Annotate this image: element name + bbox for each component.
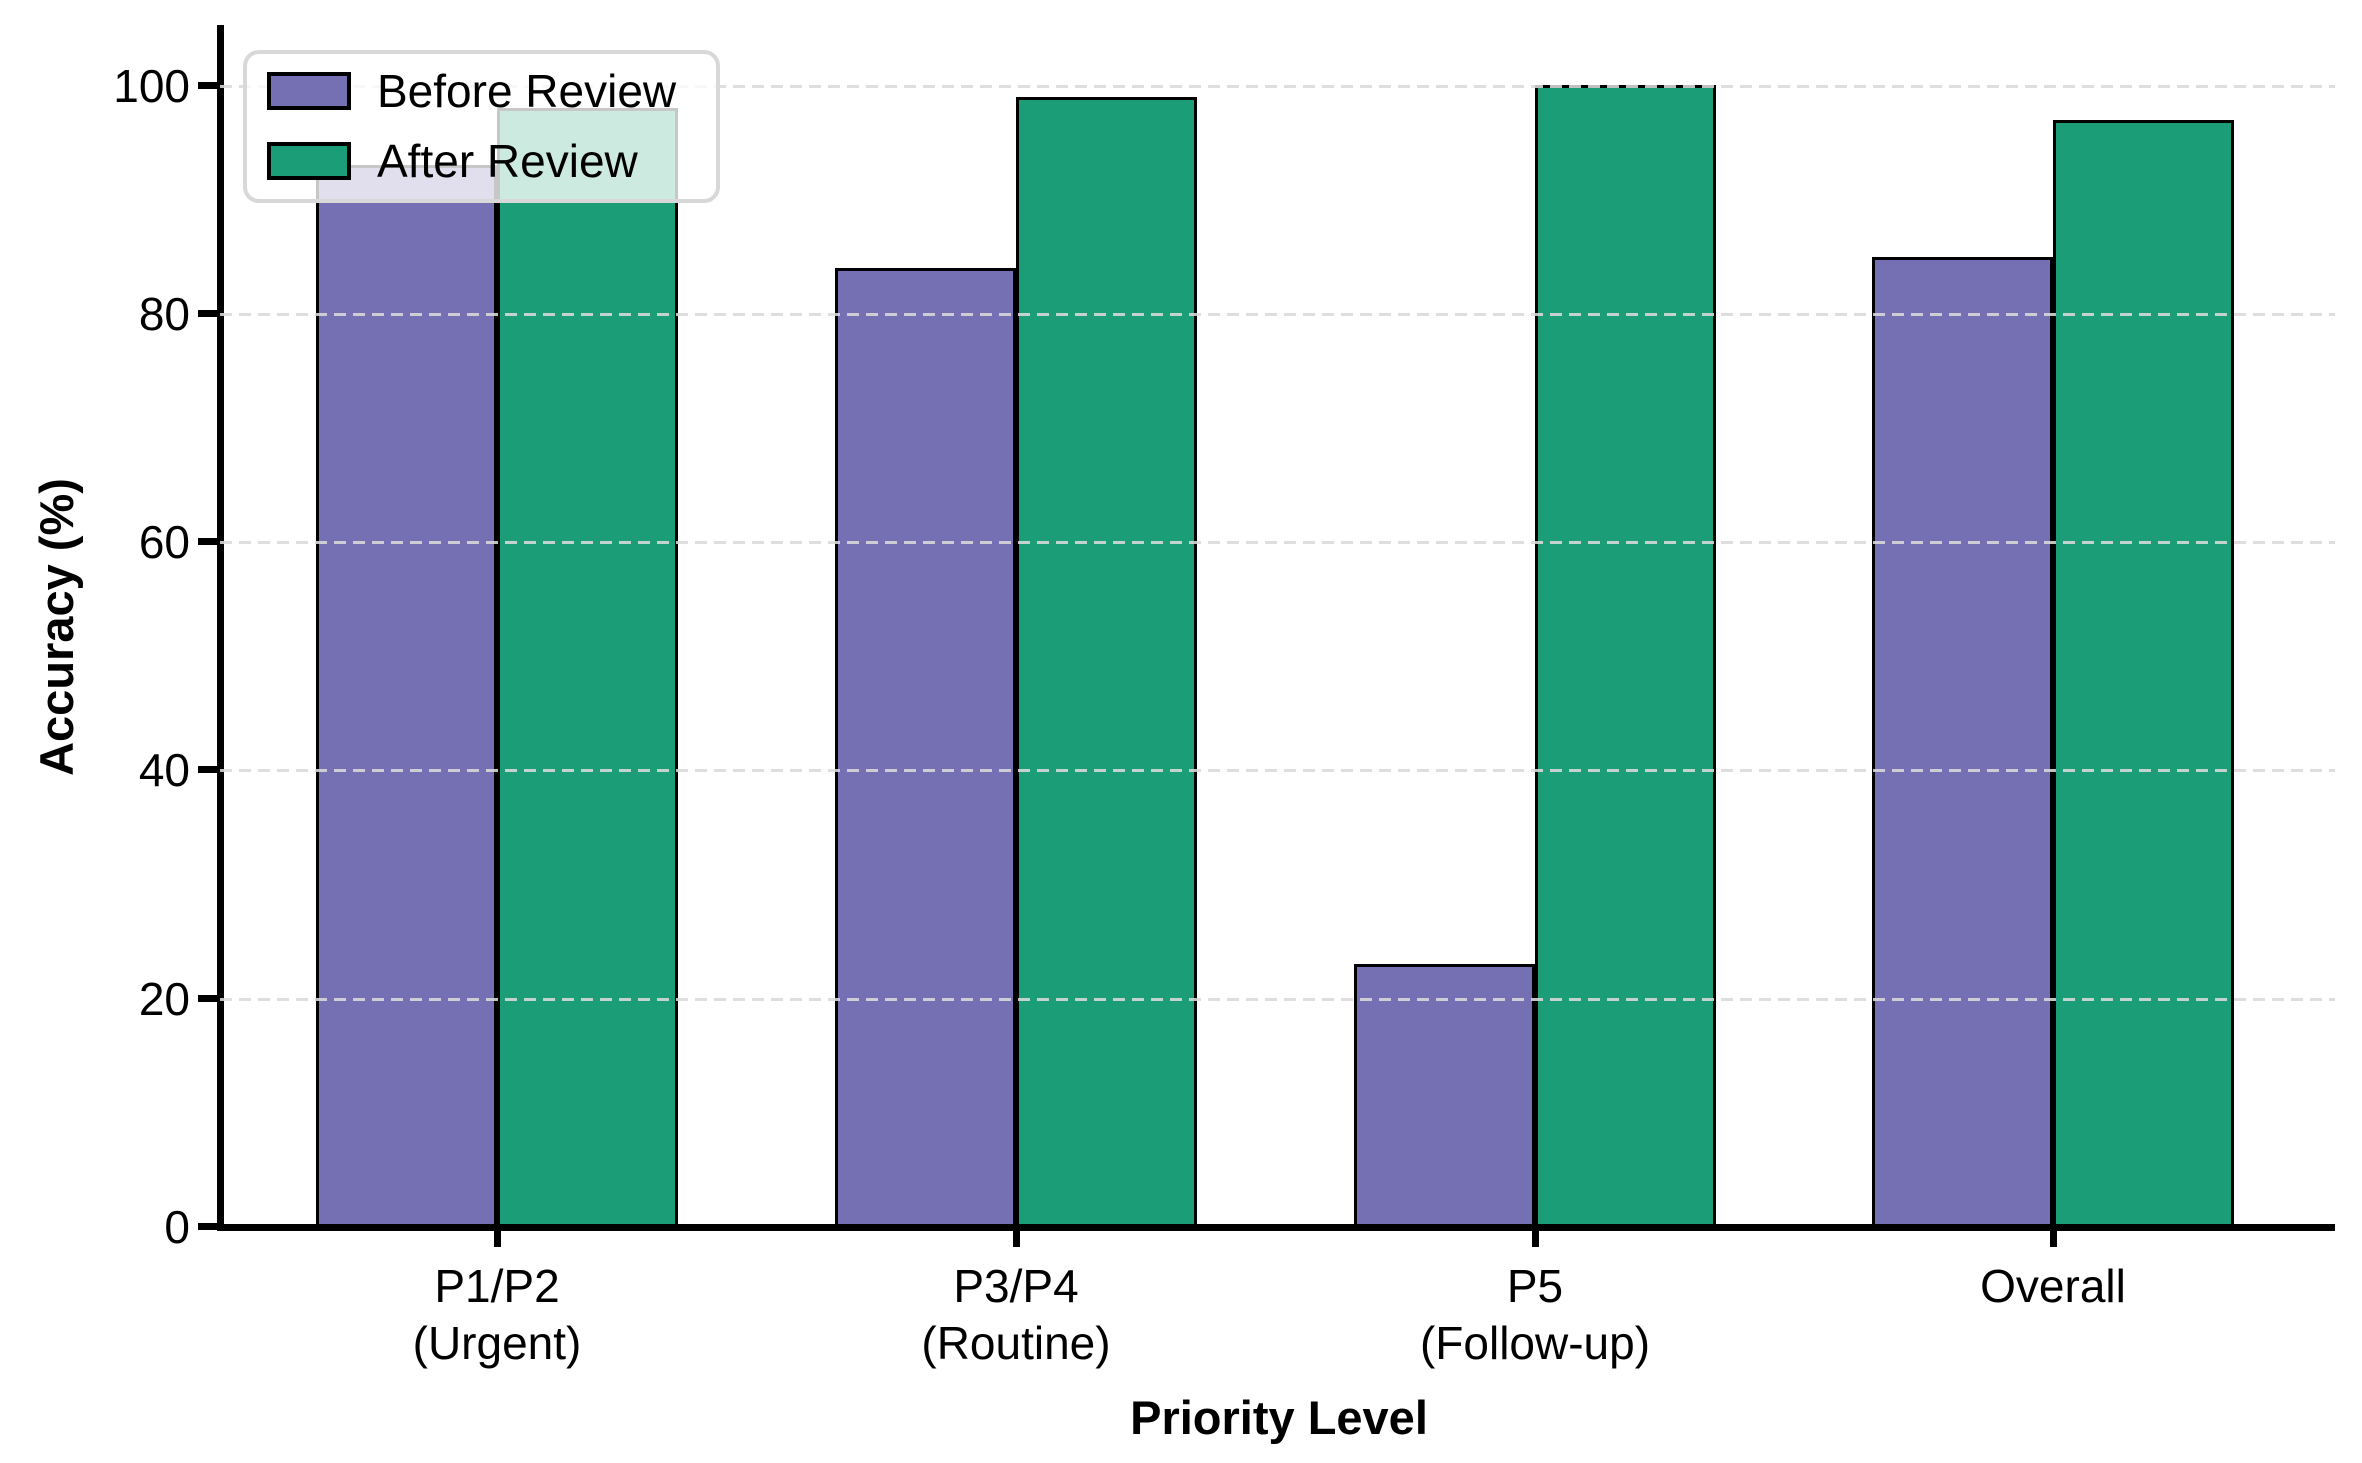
bar-before-review-1 [316, 165, 497, 1227]
legend-label: Before Review [377, 65, 677, 117]
gridline-y-20 [220, 998, 2335, 1001]
x-tick-label-4: Overall [1793, 1258, 2313, 1315]
y-tick-40 [198, 766, 218, 773]
y-axis-title: Accuracy (%) [30, 478, 83, 776]
bar-before-review-4 [1872, 257, 2053, 1227]
y-tick-label-100: 100 [113, 60, 190, 112]
x-tick-4 [2050, 1231, 2057, 1247]
x-tick-label-line: P5 [1506, 1260, 1564, 1312]
x-axis-title: Priority Level [1130, 1391, 1428, 1444]
y-tick-0 [198, 1223, 218, 1230]
gridline-y-40 [220, 769, 2335, 772]
y-tick-100 [198, 82, 218, 89]
gridline-y-100 [220, 85, 2335, 88]
x-tick-label-2: P3/P4 (Routine) [756, 1258, 1276, 1372]
x-tick-1 [494, 1231, 501, 1247]
legend: Before Review After Review [243, 50, 720, 203]
bar-before-review-2 [835, 268, 1016, 1227]
x-tick-label-3: P5 (Follow-up) [1275, 1258, 1795, 1372]
bar-after-review-3 [1535, 85, 1716, 1227]
legend-swatch-after-review [267, 142, 351, 180]
y-tick-label-20: 20 [138, 973, 190, 1025]
x-tick-label-line: (Routine) [921, 1317, 1111, 1369]
gridline-y-80 [220, 313, 2335, 316]
x-tick-label-line: Overall [1980, 1260, 2126, 1312]
bar-after-review-1 [497, 108, 678, 1227]
y-tick-80 [198, 310, 218, 317]
x-tick-label-line: P3/P4 [953, 1260, 1079, 1312]
x-tick-label-line: (Urgent) [412, 1317, 582, 1369]
x-axis-spine [217, 1224, 2335, 1231]
legend-item-before-review: Before Review [267, 56, 698, 126]
bar-before-review-3 [1354, 964, 1535, 1227]
x-tick-label-line: (Follow-up) [1419, 1317, 1651, 1369]
legend-label: After Review [377, 135, 638, 187]
bar-after-review-2 [1016, 97, 1197, 1227]
x-tick-3 [1532, 1231, 1539, 1247]
y-tick-20 [198, 995, 218, 1002]
y-tick-label-40: 40 [138, 744, 190, 796]
x-tick-label-1: P1/P2 (Urgent) [237, 1258, 757, 1372]
y-tick-label-60: 60 [138, 516, 190, 568]
y-tick-label-80: 80 [138, 288, 190, 340]
x-tick-label-line: P1/P2 [434, 1260, 560, 1312]
gridline-y-60 [220, 541, 2335, 544]
legend-item-after-review: After Review [267, 126, 698, 196]
y-axis-spine [217, 25, 224, 1231]
y-tick-60 [198, 538, 218, 545]
legend-rows: Before Review After Review [267, 56, 698, 196]
x-tick-2 [1013, 1231, 1020, 1247]
bar-after-review-4 [2053, 120, 2234, 1227]
y-tick-label-0: 0 [164, 1201, 190, 1253]
legend-swatch-before-review [267, 72, 351, 110]
